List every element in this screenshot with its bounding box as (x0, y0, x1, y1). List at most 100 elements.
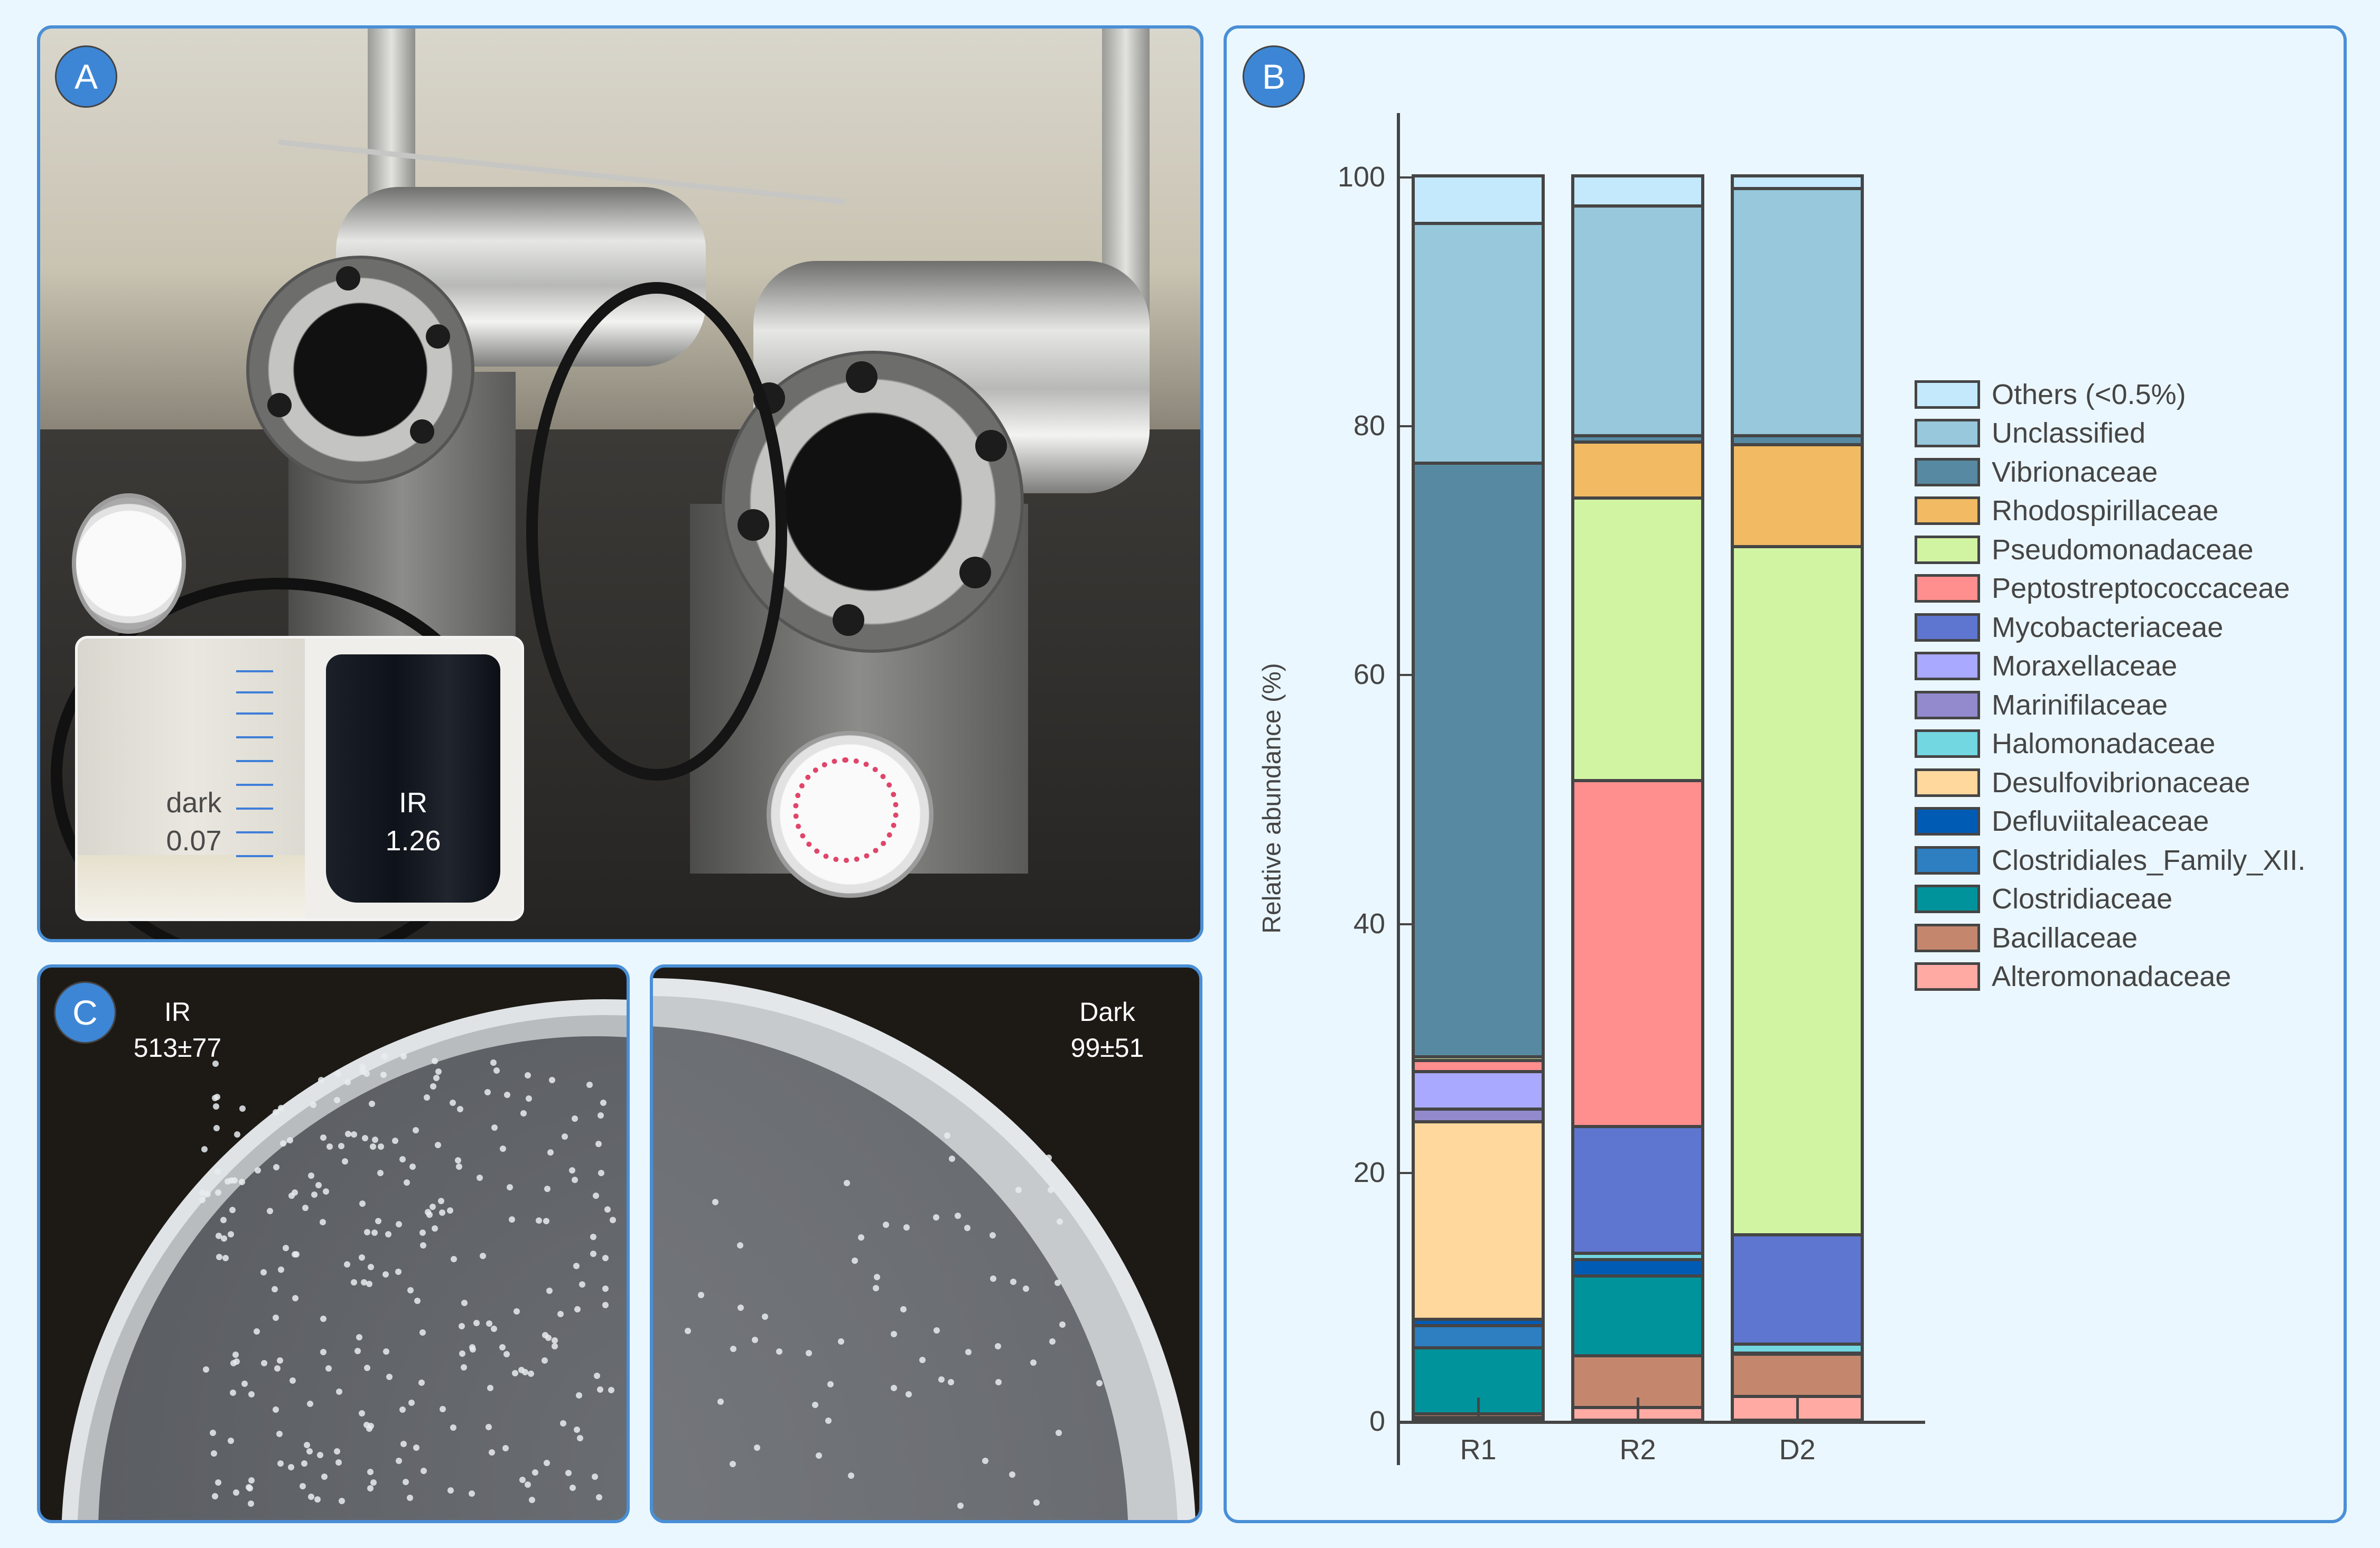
bar-segment-pseudomonadaceae[interactable] (1731, 545, 1864, 1236)
bacterial-colony (333, 1448, 340, 1455)
bacterial-colony (317, 1452, 324, 1459)
bacterial-colony (220, 1216, 227, 1223)
legend-item[interactable]: Pseudomonadaceae (1915, 530, 2306, 569)
bacterial-colony (399, 1156, 406, 1162)
bar-segment-clostridiales-family-xii-[interactable] (1412, 1324, 1545, 1350)
ir-colony-count: 513±77 (133, 1033, 222, 1063)
bacterial-colony (503, 1350, 510, 1357)
ir-bottle-label: IR 1.26 (358, 784, 469, 860)
bacterial-colony (486, 1424, 492, 1431)
bacterial-colony (370, 1479, 377, 1486)
bacterial-colony (848, 1472, 855, 1479)
bar-segment-others-0-5-[interactable] (1412, 174, 1545, 225)
bar-segment-peptostreptococcaceae[interactable] (1571, 779, 1704, 1128)
legend-swatch (1915, 613, 1980, 642)
bacterial-colony (220, 1235, 227, 1242)
bacterial-colony (278, 1266, 285, 1273)
legend-item[interactable]: Defluviitaleaceae (1915, 802, 2306, 841)
bacterial-colony (292, 1189, 298, 1196)
legend-item[interactable]: Bacillaceae (1915, 918, 2306, 958)
bar-segment-unclassified[interactable] (1571, 204, 1704, 438)
dark-culture-bottle (78, 639, 305, 918)
bacterial-colony (490, 1059, 497, 1066)
bacterial-colony (414, 1297, 421, 1304)
legend-item[interactable]: Clostridiaceae (1915, 880, 2306, 919)
bar-segment-unclassified[interactable] (1731, 186, 1864, 438)
bar-segment-pseudomonadaceae[interactable] (1571, 496, 1704, 783)
bar-segment-unclassified[interactable] (1412, 221, 1545, 465)
bar-segment-mycobacteriaceae[interactable] (1571, 1125, 1704, 1255)
legend-item[interactable]: Clostridiales_Family_XII. (1915, 841, 2306, 880)
legend-item[interactable]: Vibrionaceae (1915, 453, 2306, 492)
bacterial-colony (231, 1177, 238, 1184)
bacterial-colony (685, 1327, 692, 1334)
bacterial-colony (593, 1373, 600, 1380)
bacterial-colony (334, 1096, 341, 1103)
bar-segment-moraxellaceae[interactable] (1412, 1070, 1545, 1111)
ir-plate-label-text: IR (164, 997, 191, 1027)
bacterial-colony (524, 1072, 531, 1078)
bacterial-colony (919, 1357, 926, 1364)
legend-swatch (1915, 846, 1980, 875)
bar-segment-others-0-5-[interactable] (1731, 174, 1864, 190)
bacterial-colony (1059, 1321, 1066, 1328)
panel-c-dark-plate-photo: Dark 99±51 (650, 964, 1202, 1523)
bacterial-colony (509, 1216, 516, 1223)
graduation-mark (236, 760, 273, 762)
legend-item[interactable]: Marinifilaceae (1915, 686, 2306, 725)
bacterial-colony (610, 1216, 617, 1223)
panel-a-badge: A (55, 45, 117, 108)
legend-item[interactable]: Alteromonadaceae (1915, 958, 2306, 997)
pressure-gauge-small (72, 493, 186, 634)
bacterial-colony (994, 1343, 1001, 1350)
legend-item[interactable]: Rhodospirillaceae (1915, 492, 2306, 531)
bacterial-colony (543, 1218, 550, 1225)
bacterial-colony (572, 1115, 578, 1122)
bacterial-colony (326, 1143, 333, 1150)
bacterial-colony (339, 1498, 346, 1505)
bacterial-colony (229, 1206, 236, 1213)
bacterial-colony (837, 1338, 844, 1345)
bacterial-colony (239, 1105, 246, 1112)
bar-segment-others-0-5-[interactable] (1571, 174, 1704, 208)
bacterial-colony (440, 1406, 446, 1413)
bacterial-colony (360, 1279, 367, 1286)
legend-item[interactable]: Desulfovibrionaceae (1915, 763, 2306, 802)
bacterial-colony (418, 1380, 425, 1386)
legend-item[interactable]: Unclassified (1915, 414, 2306, 453)
legend-item[interactable]: Halomonadaceae (1915, 725, 2306, 764)
bacterial-colony (430, 1083, 436, 1090)
bar-segment-mycobacteriaceae[interactable] (1731, 1233, 1864, 1346)
bacterial-colony (212, 1060, 219, 1067)
ir-culture-bottle (326, 654, 500, 903)
legend-item[interactable]: Moraxellaceae (1915, 647, 2306, 686)
legend: Others (<0.5%) Unclassified Vibrionaceae Rh… (1915, 375, 2306, 996)
legend-item[interactable]: Others (<0.5%) (1915, 375, 2306, 414)
bacterial-colony (400, 1441, 407, 1448)
bar-segment-rhodospirillaceae[interactable] (1571, 440, 1704, 500)
bacterial-colony (358, 1254, 365, 1261)
bacterial-colony (247, 1500, 254, 1507)
legend-item[interactable]: Peptostreptococcaceae (1915, 569, 2306, 608)
bacterial-colony (413, 1127, 419, 1134)
bar-segment-rhodospirillaceae[interactable] (1731, 443, 1864, 549)
bar-segment-desulfovibrionaceae[interactable] (1412, 1120, 1545, 1321)
legend-label: Desulfovibrionaceae (1992, 766, 2251, 799)
bolt (975, 430, 1007, 462)
bacterial-colony (334, 1070, 341, 1077)
bacterial-colony (392, 1138, 399, 1144)
bar-segment-vibrionaceae[interactable] (1412, 462, 1545, 1059)
bacterial-colony (542, 1357, 548, 1364)
bacterial-colony (306, 1448, 313, 1455)
bacterial-colony (873, 1284, 880, 1291)
bacterial-colony (500, 1145, 507, 1152)
bacterial-colony (857, 1234, 864, 1241)
bacterial-colony (232, 1351, 239, 1358)
legend-swatch (1915, 690, 1980, 719)
bar-segment-clostridiaceae[interactable] (1571, 1274, 1704, 1357)
bacterial-colony (289, 1377, 296, 1384)
legend-item[interactable]: Mycobacteriaceae (1915, 608, 2306, 647)
bacterial-colony (752, 1337, 759, 1344)
bacterial-colony (343, 1261, 350, 1268)
bar-segment-bacillaceae[interactable] (1731, 1353, 1864, 1399)
